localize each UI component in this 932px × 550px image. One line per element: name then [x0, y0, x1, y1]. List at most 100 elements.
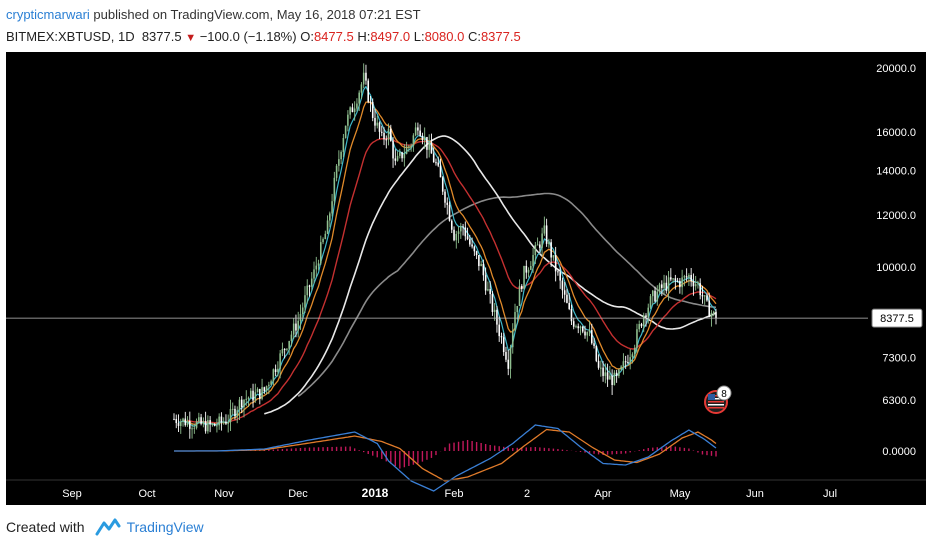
candle-body [308, 285, 311, 287]
candle-body [435, 162, 437, 164]
price-axis-label: 20000.0 [876, 63, 916, 75]
candle-body [448, 204, 451, 221]
candle-body [656, 291, 659, 302]
candle-body [423, 136, 426, 140]
candle-body [195, 421, 198, 428]
candle-body [245, 398, 248, 400]
candle-body [263, 387, 266, 392]
author-link[interactable]: crypticmarwari [6, 7, 90, 22]
candle-body [663, 282, 665, 288]
candle-body [417, 127, 419, 131]
candle-body [405, 147, 408, 154]
candle-body [586, 332, 589, 336]
candle-body [636, 329, 638, 348]
candle-body [579, 326, 582, 329]
candle-body [692, 281, 695, 287]
candle-body [505, 352, 507, 360]
candle-body [349, 107, 351, 115]
macd-line [174, 424, 717, 492]
high-label: H: [357, 29, 371, 44]
candle-body [554, 255, 557, 272]
candle-body [173, 418, 175, 420]
flag-canton [708, 394, 715, 400]
last-price-axis-label: 8377.5 [880, 313, 914, 325]
candle-body [225, 421, 227, 424]
candle-body [715, 311, 717, 319]
candle-body [306, 285, 309, 296]
candle-body [265, 386, 268, 392]
candle-body [613, 372, 616, 385]
candle-body [236, 410, 239, 417]
candle-body [342, 137, 345, 152]
candle-body [654, 290, 656, 302]
candle-body [315, 265, 318, 270]
price-axis-label: 16000.0 [876, 127, 916, 139]
candle-body [182, 418, 184, 422]
candle-body [597, 360, 600, 368]
candle-body [446, 202, 449, 205]
candle-body [243, 399, 245, 408]
tradingview-logo-icon[interactable] [95, 518, 121, 536]
candle-body [222, 421, 225, 423]
candle-body [358, 92, 360, 104]
candle-body [703, 295, 706, 297]
candle-body [600, 367, 602, 369]
candle-body [518, 285, 521, 307]
candle-body [651, 290, 654, 297]
candle-body [399, 152, 401, 156]
candle-body [304, 295, 306, 308]
candle-body [198, 417, 200, 422]
candle-body [690, 275, 692, 282]
candle-body [631, 354, 634, 358]
publish-info: crypticmarwari published on TradingView.… [6, 7, 421, 22]
price-chart[interactable]: 20000.0 16000.0 14000.0 12000.0 10000.0 7300.… [6, 52, 926, 505]
flag-stripe [708, 401, 724, 403]
candle-body [256, 388, 259, 393]
candle-body [577, 326, 580, 329]
candle-body [213, 424, 216, 426]
candle-body [484, 275, 487, 291]
candle-body [615, 372, 618, 377]
candle-body [186, 420, 189, 426]
low-label: L: [413, 29, 425, 44]
candle-body [360, 84, 363, 93]
tradingview-brand-link[interactable]: TradingView [126, 519, 204, 535]
candle-body [396, 155, 399, 161]
candle-body [432, 153, 435, 163]
candle-body [676, 280, 679, 282]
down-triangle-icon: ▼ [185, 32, 197, 44]
candle-body [633, 347, 636, 355]
candle-body [559, 272, 561, 281]
candle-body [277, 368, 279, 372]
candle-body [319, 242, 322, 264]
candle-body [469, 239, 471, 245]
candle-body [317, 263, 320, 266]
time-axis-label: May [670, 488, 691, 500]
candle-body [347, 114, 349, 126]
publish-text: published on TradingView.com, May 16, 20… [89, 7, 421, 22]
flag-stripe [708, 407, 724, 409]
footer: Created with TradingView [6, 518, 204, 536]
candle-body [590, 330, 593, 344]
candle-body [272, 369, 275, 382]
candle-body [683, 276, 686, 278]
candle-body [207, 420, 209, 432]
candle-body [335, 165, 338, 178]
candle-body [674, 278, 677, 281]
candle-body [539, 244, 541, 248]
candle-body [665, 282, 668, 291]
candle-body [338, 159, 340, 166]
candle-body [457, 231, 460, 234]
candle-body [189, 420, 191, 429]
candle-body [292, 323, 295, 335]
candle-body [220, 416, 223, 423]
time-axis-label: Apr [594, 488, 611, 500]
chart-canvas[interactable]: 20000.0 16000.0 14000.0 12000.0 10000.0 7300.… [6, 52, 926, 505]
candle-body [500, 336, 503, 338]
candle-body [414, 127, 417, 136]
candle-body [511, 330, 514, 348]
candle-body [410, 145, 412, 147]
candle-body [344, 125, 347, 138]
candle-body [471, 244, 473, 247]
created-with-text: Created with [6, 519, 85, 535]
